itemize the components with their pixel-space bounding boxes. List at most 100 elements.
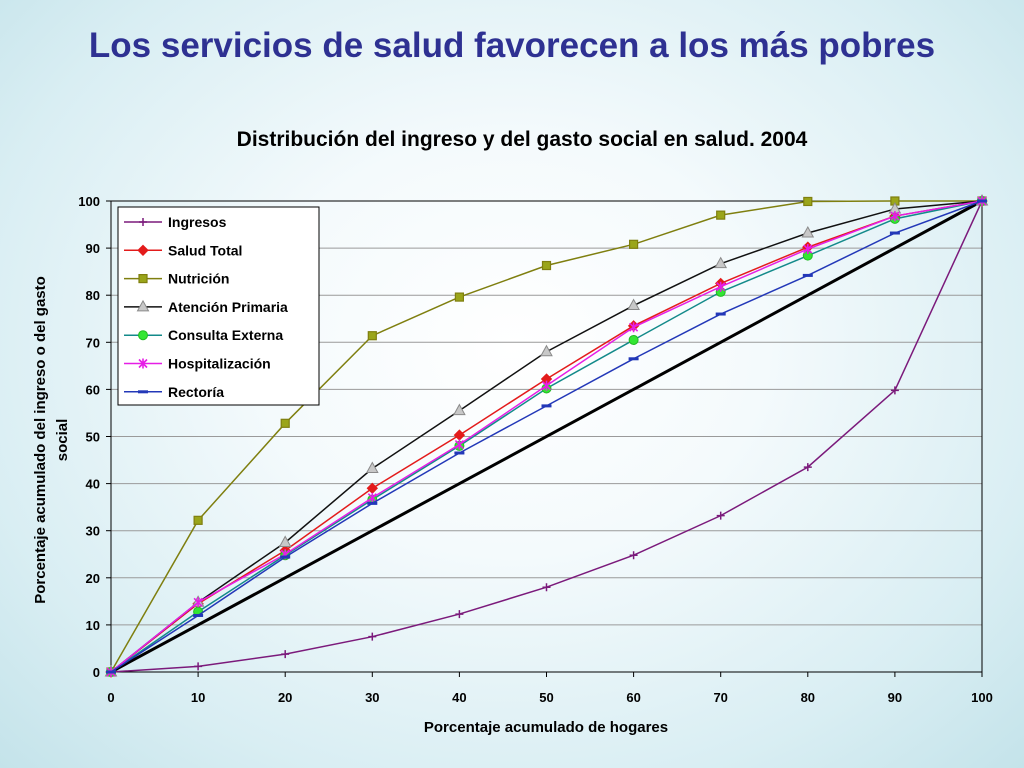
data-point-atencion-primaria — [540, 344, 553, 357]
legend-label: Nutrición — [168, 271, 229, 287]
y-tick-label: 0 — [93, 665, 100, 680]
data-point-rectoria — [628, 357, 639, 361]
y-tick-label: 10 — [86, 618, 100, 633]
y-axis-label: Porcentaje acumulado del ingreso o del g… — [32, 276, 71, 604]
x-tick-label: 20 — [278, 690, 292, 705]
data-point-nutricion — [367, 331, 377, 341]
y-tick-label: 70 — [86, 335, 100, 350]
legend-swatch-marker — [136, 299, 150, 312]
data-point-ingresos — [368, 632, 377, 641]
data-point-atencion-primaria — [278, 535, 292, 547]
data-point-nutricion — [628, 239, 639, 249]
series-rectoria — [106, 199, 987, 674]
y-axis-label-line-1: Porcentaje acumulado del ingreso o del g… — [32, 276, 49, 604]
legend-item-nutricion: Nutrición — [124, 271, 229, 287]
data-point-atencion-primaria — [801, 225, 815, 238]
data-point-hospitalizacion — [716, 281, 726, 292]
legend-label: Consulta Externa — [168, 327, 283, 343]
data-point-ingresos — [629, 551, 638, 560]
x-tick-label: 30 — [365, 690, 379, 705]
legend-swatch-marker — [137, 244, 149, 257]
data-point-nutricion — [280, 418, 290, 428]
legend-label: Salud Total — [168, 242, 242, 258]
data-point-ingresos — [455, 610, 464, 619]
legend-item-consulta-externa: Consulta Externa — [124, 327, 283, 343]
data-point-rectoria — [977, 199, 987, 203]
data-point-rectoria — [454, 451, 465, 455]
data-point-nutricion — [193, 515, 203, 525]
legend-swatch-marker — [138, 274, 148, 284]
equality-line-group — [110, 199, 983, 674]
data-point-atencion-primaria — [365, 461, 379, 474]
x-tick-label: 70 — [713, 690, 727, 705]
legend-item-salud-total: Salud Total — [124, 242, 242, 258]
data-point-rectoria — [802, 273, 813, 277]
y-tick-label: 50 — [86, 430, 100, 445]
data-point-rectoria — [541, 404, 552, 408]
data-point-nutricion — [541, 260, 552, 271]
y-tick-label: 60 — [86, 382, 100, 397]
data-point-hospitalizacion — [541, 380, 552, 391]
y-tick-label: 40 — [86, 477, 100, 492]
series-group — [104, 193, 989, 678]
data-point-hospitalizacion — [454, 439, 464, 450]
legend-item-ingresos: Ingresos — [124, 214, 227, 230]
data-point-ingresos — [716, 511, 725, 520]
data-point-hospitalizacion — [803, 244, 813, 255]
legend-item-atencion-primaria: Atención Primaria — [124, 299, 288, 315]
slide-title: Los servicios de salud favorecen a los m… — [88, 26, 936, 65]
y-tick-label: 30 — [86, 524, 100, 539]
x-tick-label: 10 — [191, 690, 205, 705]
data-point-rectoria — [106, 670, 116, 674]
chart-title: Distribución del ingreso y del gasto soc… — [237, 128, 808, 151]
x-tick-label: 90 — [888, 690, 902, 705]
data-point-ingresos — [890, 386, 899, 395]
x-tick-label: 40 — [452, 690, 466, 705]
legend-box — [117, 206, 320, 406]
data-point-hospitalizacion — [890, 211, 900, 222]
data-point-hospitalizacion — [629, 322, 639, 333]
legend-swatch-marker — [138, 390, 148, 394]
x-axis-label: Porcentaje acumulado de hogares — [424, 719, 668, 736]
equality-line — [110, 199, 983, 674]
legend-label: Hospitalización — [168, 356, 271, 372]
x-tick-label: 100 — [971, 690, 993, 705]
legend-label: Atención Primaria — [168, 299, 288, 315]
legend-swatch-marker — [138, 330, 148, 341]
data-point-atencion-primaria — [627, 298, 640, 311]
y-tick-label: 90 — [86, 241, 100, 256]
data-point-rectoria — [715, 312, 726, 316]
data-point-ingresos — [194, 662, 203, 671]
legend-swatch-marker — [138, 358, 148, 369]
data-point-ingresos — [803, 463, 812, 472]
legend-label: Rectoría — [168, 384, 224, 400]
legend-item-hospitalizacion: Hospitalización — [124, 356, 271, 372]
legend-swatch-marker — [139, 218, 147, 226]
data-point-nutricion — [454, 292, 464, 302]
series-hospitalizacion — [106, 196, 987, 677]
data-point-nutricion — [716, 210, 726, 220]
data-point-rectoria — [280, 555, 291, 559]
data-point-salud-total — [453, 429, 466, 441]
x-tick-label: 0 — [107, 690, 114, 705]
legend-label: Ingresos — [168, 214, 227, 230]
legend: Ingresos Salud Total Nutrición Atención Pri… — [117, 206, 320, 406]
data-point-consulta-externa — [628, 334, 639, 345]
data-point-atencion-primaria — [714, 256, 728, 269]
data-point-ingresos — [542, 583, 551, 592]
data-point-nutricion — [803, 196, 813, 207]
y-tick-label: 100 — [78, 194, 100, 209]
data-point-hospitalizacion — [193, 597, 203, 608]
x-tick-label: 50 — [539, 690, 553, 705]
y-tick-label: 20 — [86, 571, 100, 586]
data-point-atencion-primaria — [453, 403, 466, 416]
x-tick-label: 60 — [626, 690, 640, 705]
y-axis-label-line-2: social — [54, 419, 71, 462]
data-point-ingresos — [281, 650, 290, 659]
axis-ticks: 0 10 20 30 40 50 60 70 80 90 100 0 10 20 30 40 50 60 70 80 9… — [78, 194, 993, 705]
data-point-rectoria — [193, 613, 204, 617]
data-point-rectoria — [889, 231, 900, 235]
legend-item-rectoria: Rectoría — [124, 384, 224, 400]
